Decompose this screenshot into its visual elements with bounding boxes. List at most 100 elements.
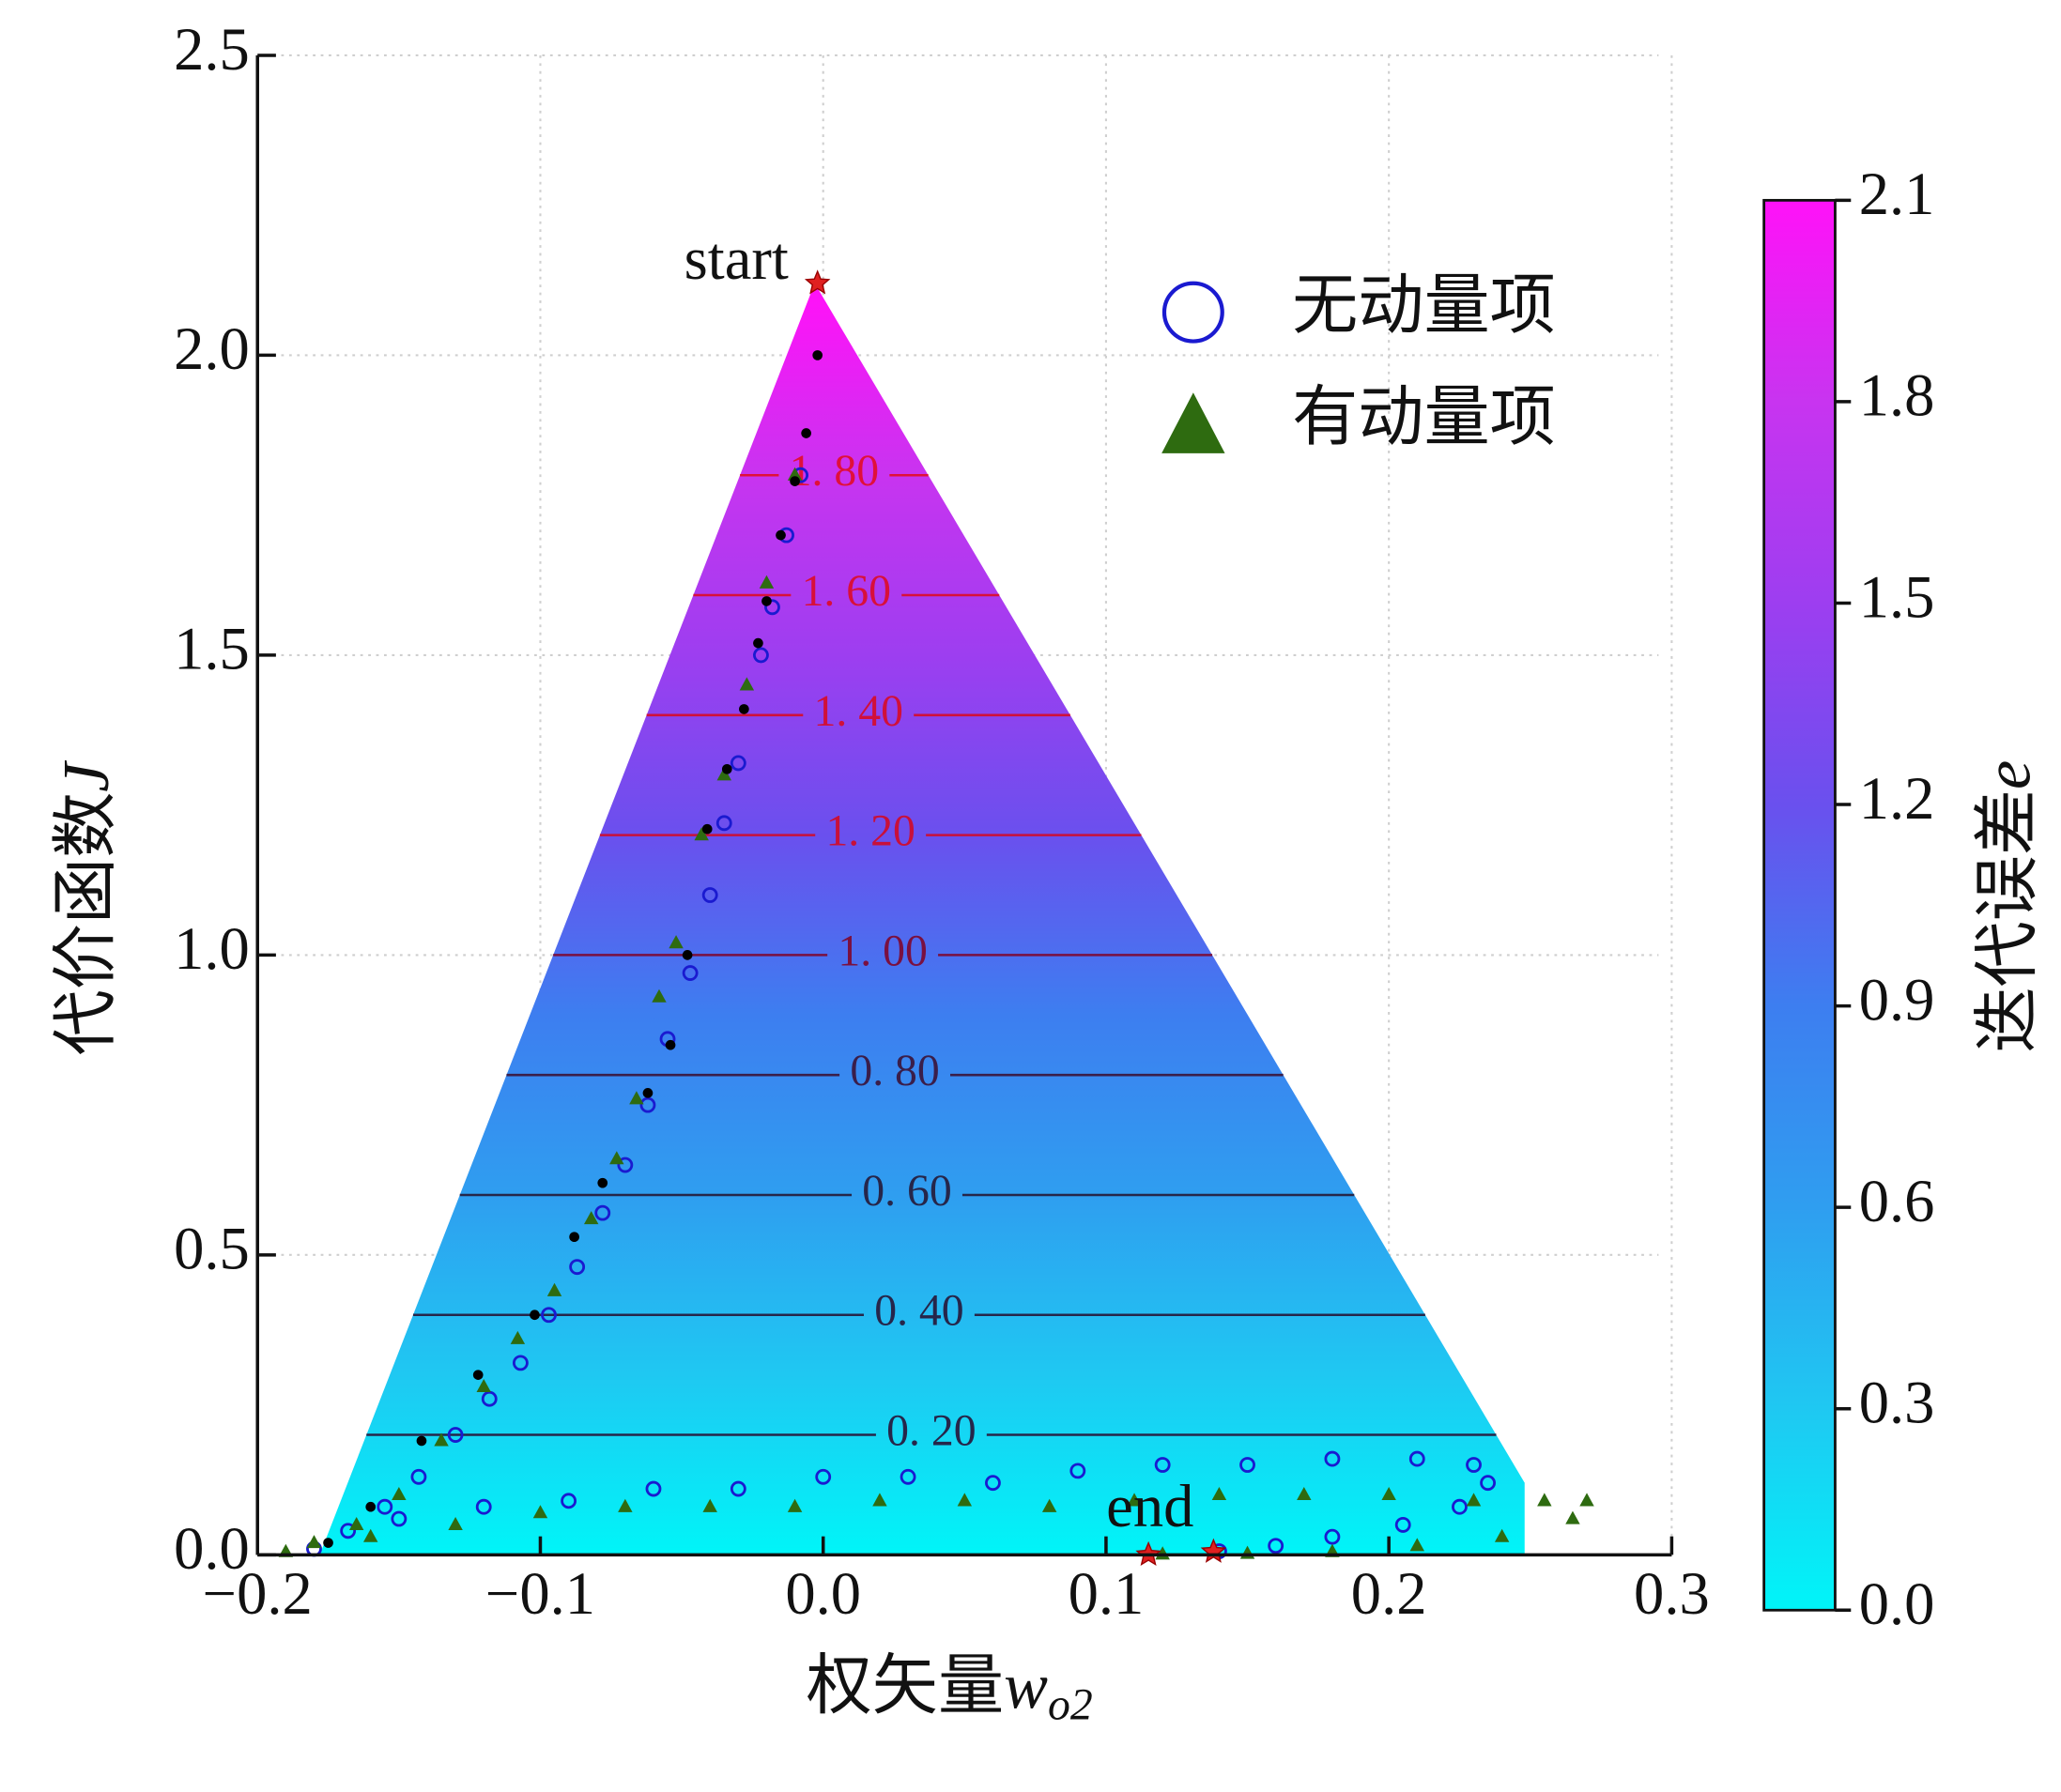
dot-marker	[761, 596, 772, 606]
dot-marker	[530, 1310, 540, 1321]
y-tick-label: 2.0	[174, 314, 250, 382]
contour-label: 1. 40	[814, 686, 903, 736]
dot-marker	[665, 1039, 676, 1050]
dot-marker	[323, 1538, 333, 1548]
circle-marker	[512, 1355, 529, 1371]
triangle-marker	[759, 574, 775, 589]
triangle-marker	[1409, 1538, 1425, 1552]
triangle-marker	[392, 1487, 407, 1501]
circle-marker	[481, 1390, 498, 1407]
triangle-marker	[348, 1516, 364, 1531]
x-tick-label: 0.3	[1634, 1559, 1710, 1627]
contour-label: 1. 20	[825, 806, 915, 856]
dot-marker	[801, 428, 811, 438]
circle-marker	[701, 887, 718, 903]
y-tick-label: 1.5	[174, 615, 250, 682]
dot-marker	[416, 1435, 427, 1447]
legend-label: 有动量项	[1292, 381, 1556, 454]
triangle-marker	[739, 677, 755, 691]
triangle-marker	[306, 1535, 322, 1549]
x-tick-label: −0.2	[203, 1559, 313, 1627]
y-tick-label: 0.5	[174, 1215, 250, 1282]
triangle-marker	[363, 1528, 378, 1542]
circle-marker	[1324, 1528, 1341, 1545]
x-label-sub: o2	[1048, 1680, 1093, 1730]
circle-marker	[900, 1468, 916, 1485]
triangle-marker	[510, 1330, 526, 1344]
triangle-marker	[872, 1493, 887, 1507]
contour-label: 1. 60	[802, 566, 891, 616]
legend-label: 无动量项	[1292, 269, 1556, 343]
circle-marker	[475, 1498, 492, 1515]
triangle-marker	[787, 1498, 803, 1512]
circle-marker	[561, 1493, 577, 1509]
x-axis-label: 权矢量wo2	[807, 1650, 1093, 1730]
circle-marker	[1452, 1498, 1468, 1515]
dot-marker	[472, 1370, 484, 1380]
x-label-text: 权矢量	[807, 1650, 1005, 1723]
contour-label: 0. 40	[874, 1286, 963, 1336]
colorbar-tick-label: 2.1	[1859, 160, 1935, 227]
circle-marker	[730, 755, 746, 772]
triangle-marker	[1127, 1493, 1142, 1507]
contour-label: 1. 00	[838, 926, 927, 975]
circle-marker	[617, 1156, 634, 1173]
triangle-marker	[1297, 1487, 1312, 1501]
circle-marker	[1268, 1538, 1284, 1555]
colorbar-tick-label: 0.6	[1859, 1167, 1935, 1234]
circle-marker	[377, 1498, 393, 1515]
legend-marker	[1161, 392, 1225, 453]
circle-marker	[410, 1468, 427, 1485]
circle-marker	[639, 1096, 656, 1113]
triangle-marker	[652, 988, 667, 1003]
contour-label: 0. 60	[862, 1166, 951, 1216]
triangle-marker	[957, 1493, 973, 1507]
annotation-label: start	[684, 224, 789, 292]
legend-marker	[1161, 281, 1224, 344]
colorbar-tick-label: 1.5	[1859, 562, 1935, 630]
contour-label: 0. 80	[850, 1046, 939, 1095]
circle-marker	[569, 1259, 586, 1276]
triangle-marker	[1041, 1498, 1057, 1512]
dot-marker	[642, 1088, 654, 1098]
dot-marker	[365, 1501, 377, 1512]
triangle-marker	[1579, 1493, 1594, 1507]
dot-marker	[569, 1232, 579, 1243]
colorbar-tick-label: 1.2	[1859, 764, 1935, 832]
dot-marker	[739, 704, 749, 714]
x-tick-label: 0.1	[1069, 1559, 1145, 1627]
colorbar-tick-label: 1.8	[1859, 361, 1935, 429]
circle-marker	[340, 1523, 357, 1539]
x-tick-label: 0.0	[785, 1559, 861, 1627]
error-surface	[319, 283, 1525, 1555]
circle-marker	[764, 599, 780, 616]
colorbar-label: 迭代误差e	[1971, 760, 2044, 1053]
dot-marker	[812, 350, 823, 360]
annotation-star	[804, 269, 831, 295]
circle-marker	[1480, 1475, 1497, 1492]
x-label-var: w	[1004, 1650, 1048, 1723]
circle-marker	[391, 1510, 408, 1527]
y-axis-label: 代价函数J	[50, 760, 123, 1056]
triangle-marker	[1211, 1487, 1227, 1501]
dot-marker	[790, 476, 800, 486]
triangle-marker	[669, 935, 684, 949]
circle-marker	[1239, 1457, 1255, 1473]
dot-marker	[753, 637, 763, 649]
circle-marker	[1324, 1450, 1341, 1467]
colorbar-tick-label: 0.3	[1859, 1369, 1935, 1436]
triangle-marker	[1565, 1510, 1580, 1524]
y-tick-label: 2.5	[174, 15, 250, 83]
dot-marker	[776, 529, 786, 541]
x-tick-label: 0.2	[1351, 1559, 1427, 1627]
contour-label: 1. 80	[790, 446, 879, 496]
circle-marker	[730, 1480, 746, 1497]
y-label-var: J	[50, 760, 123, 792]
colorbar-label-var: e	[1971, 760, 2044, 789]
triangle-marker	[787, 467, 803, 481]
colorbar-tick-label: 0.0	[1859, 1570, 1935, 1637]
dot-marker	[721, 763, 732, 774]
contour-label: 0. 20	[886, 1406, 976, 1456]
